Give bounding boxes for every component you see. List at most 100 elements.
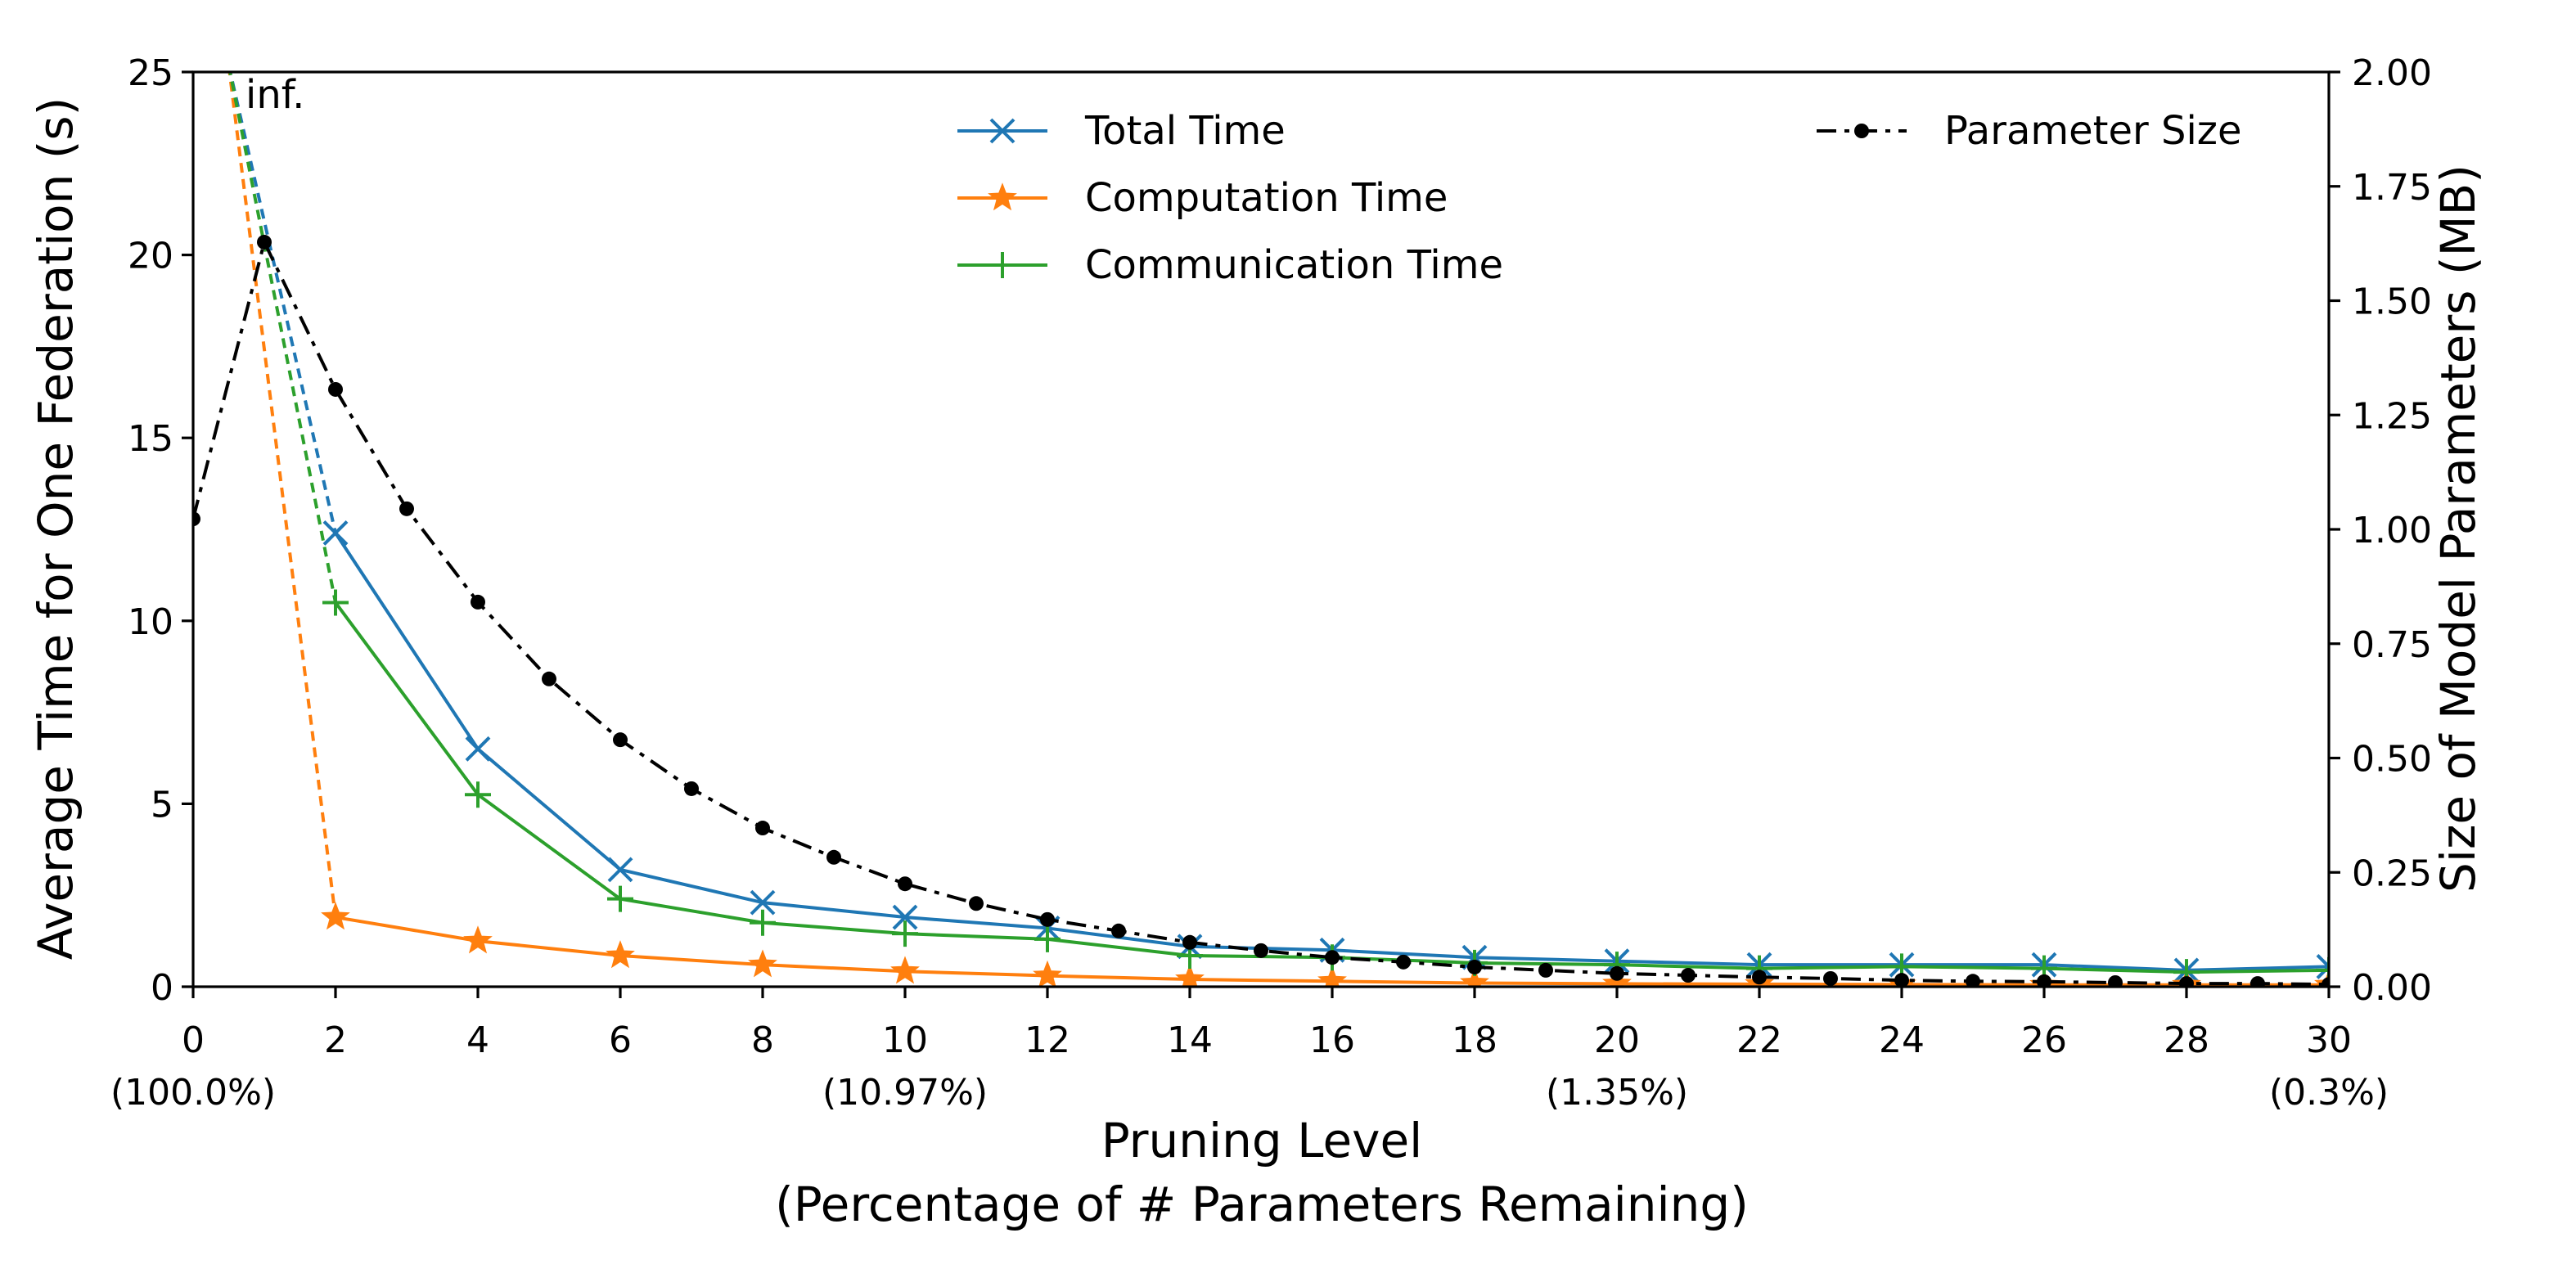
marker — [1111, 923, 1126, 938]
marker — [2316, 953, 2329, 979]
marker — [826, 849, 841, 865]
y2-tick-label: 1.50 — [2352, 281, 2432, 323]
marker — [193, 511, 200, 527]
marker — [898, 876, 912, 892]
marker — [465, 736, 491, 762]
y-tick-label: 25 — [128, 52, 173, 94]
marker — [750, 889, 776, 916]
marker — [1823, 970, 1838, 986]
marker — [1182, 934, 1197, 950]
inf-segment — [228, 72, 337, 603]
marker — [322, 589, 349, 616]
x-tick-label: 0 — [182, 1019, 205, 1061]
marker — [257, 234, 272, 250]
marker — [1752, 970, 1767, 985]
series-line — [334, 601, 2329, 974]
marker — [607, 857, 633, 883]
marker — [463, 925, 493, 954]
marker — [322, 520, 349, 546]
x-tick-label: 18 — [1452, 1019, 1497, 1061]
y-tick-label: 20 — [128, 236, 173, 277]
y-tick-label: 10 — [128, 601, 173, 643]
x-axis-label: Pruning Level — [1101, 1113, 1423, 1168]
x-tick-label: 16 — [1309, 1019, 1355, 1061]
x-tick-sublabel: (0.3%) — [2269, 1072, 2389, 1114]
marker — [1610, 965, 1624, 981]
marker — [542, 671, 556, 686]
x-tick-label: 20 — [1594, 1019, 1640, 1061]
x-tick-sublabel: (1.35%) — [1546, 1072, 1688, 1114]
y2-tick-label: 1.75 — [2352, 167, 2432, 209]
plot-area — [193, 72, 2329, 987]
y2-tick-label: 0.25 — [2352, 853, 2432, 894]
marker — [1325, 950, 1340, 965]
inf-segment — [228, 72, 337, 533]
marker — [2108, 974, 2123, 987]
marker — [1254, 943, 1268, 958]
marker — [2179, 976, 2194, 987]
marker — [969, 896, 984, 911]
marker — [1467, 959, 1482, 974]
marker — [1681, 968, 1696, 983]
marker — [606, 940, 635, 969]
series-line — [193, 237, 2329, 987]
y2-tick-label: 0.50 — [2352, 739, 2432, 781]
marker — [684, 781, 699, 796]
marker — [755, 821, 770, 836]
x-tick-sublabel: (100.0%) — [110, 1072, 276, 1114]
legend-marker — [989, 252, 1016, 278]
legend-marker — [1854, 124, 1869, 138]
y2-tick-label: 0.00 — [2352, 967, 2432, 1009]
legend-label: Parameter Size — [1944, 108, 2242, 154]
marker — [328, 381, 343, 397]
x-axis-sublabel: (Percentage of # Parameters Remaining) — [775, 1177, 1749, 1232]
marker — [607, 885, 633, 912]
marker — [1317, 965, 1347, 987]
marker — [399, 501, 414, 516]
y2-tick-label: 0.75 — [2352, 624, 2432, 666]
y-tick-label: 15 — [128, 418, 173, 460]
y-tick-label: 0 — [151, 967, 173, 1009]
legend-label: Total Time — [1084, 108, 1286, 154]
marker — [750, 909, 776, 936]
marker — [890, 956, 920, 984]
marker — [748, 949, 777, 978]
x-tick-label: 26 — [2021, 1019, 2067, 1061]
y2-tick-label: 1.00 — [2352, 510, 2432, 551]
x-tick-label: 22 — [1736, 1019, 1782, 1061]
marker — [892, 904, 918, 930]
marker — [1033, 960, 1062, 987]
marker — [471, 594, 485, 610]
y2-tick-label: 2.00 — [2352, 52, 2432, 94]
legend-label: Computation Time — [1085, 175, 1448, 221]
series-line — [334, 532, 2329, 972]
marker — [1460, 967, 1489, 987]
marker — [2316, 956, 2329, 983]
marker — [1538, 962, 1553, 978]
x-tick-label: 6 — [609, 1019, 632, 1061]
legend-label: Communication Time — [1085, 242, 1503, 288]
y-tick-label: 5 — [151, 784, 173, 826]
legend-marker — [989, 118, 1016, 144]
x-tick-label: 12 — [1025, 1019, 1070, 1061]
x-tick-label: 4 — [466, 1019, 489, 1061]
x-tick-label: 30 — [2306, 1019, 2352, 1061]
marker — [613, 732, 628, 748]
x-tick-label: 24 — [1879, 1019, 1925, 1061]
annotation: inf. — [245, 72, 304, 118]
marker — [1040, 911, 1055, 927]
x-tick-label: 28 — [2164, 1019, 2209, 1061]
marker — [2250, 976, 2265, 987]
y2-tick-label: 1.25 — [2352, 395, 2432, 437]
marker — [465, 781, 491, 808]
marker — [2037, 974, 2051, 987]
marker — [321, 902, 350, 930]
marker — [892, 920, 918, 947]
marker — [1894, 973, 1909, 987]
marker — [1034, 925, 1061, 952]
x-tick-label: 2 — [324, 1019, 347, 1061]
y-axis-label: Average Time for One Federation (s) — [28, 97, 83, 960]
x-tick-sublabel: (10.97%) — [822, 1072, 988, 1114]
